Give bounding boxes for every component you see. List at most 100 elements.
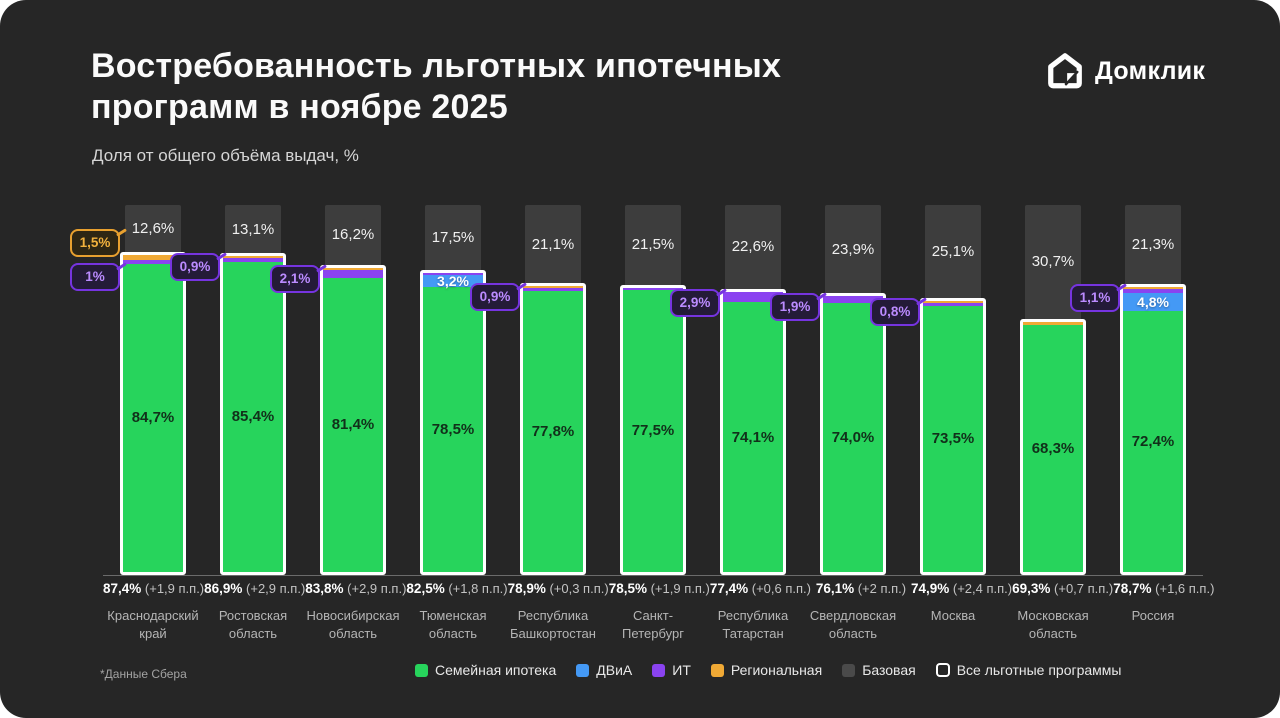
base-column: 21,1% bbox=[525, 205, 581, 284]
total-share-change: (+0,6 п.п.) bbox=[748, 581, 811, 596]
callout-it: 1,9% bbox=[770, 293, 820, 322]
bar-slot: 30,7% 68,3% bbox=[1003, 205, 1103, 575]
legend-swatch-base bbox=[842, 663, 856, 677]
brand-logo: Домклик bbox=[1046, 52, 1205, 90]
base-share-label: 22,6% bbox=[731, 238, 775, 256]
family-share-label: 72,4% bbox=[1131, 432, 1175, 450]
bar-slot: 21,3% 4,8% 72,4% 1,1% bbox=[1070, 205, 1203, 575]
total-share-change: (+1,9 п.п.) bbox=[141, 581, 205, 596]
totals-row: 87,4% (+1,9 п.п.) 86,9% (+2,9 п.п.) 83,8% … bbox=[103, 581, 1214, 596]
legend-swatch-regional bbox=[710, 663, 724, 677]
it-band bbox=[623, 287, 683, 290]
preferential-bar: 85,4% bbox=[220, 253, 286, 575]
family-fill: 74,1% bbox=[723, 302, 783, 572]
regional-band bbox=[523, 286, 583, 289]
family-share-label: 74,0% bbox=[831, 429, 875, 447]
legend-label-base: Базовая bbox=[862, 662, 916, 678]
title-line-1: Востребованность льготных ипотечных bbox=[91, 47, 782, 85]
total-share-change: (+2,4 п.п.) bbox=[949, 581, 1013, 596]
region-name: Республика Татарстан bbox=[717, 608, 789, 641]
total-share-value: 76,1% bbox=[815, 581, 855, 596]
family-fill: 73,5% bbox=[923, 305, 983, 572]
it-band bbox=[823, 296, 883, 304]
bar-slot: 12,6% 84,7% 1,5% 1% bbox=[70, 205, 203, 575]
preferential-bar: 81,4% bbox=[320, 264, 386, 575]
it-band bbox=[523, 288, 583, 292]
legend-label-it: ИТ bbox=[672, 662, 691, 678]
total-share-value: 78,5% bbox=[608, 581, 647, 596]
title-line-2: программ в ноябре 2025 bbox=[91, 87, 508, 126]
family-share-label: 74,1% bbox=[731, 428, 775, 446]
base-share-label: 16,2% bbox=[331, 226, 375, 244]
total-share-value: 86,9% bbox=[204, 581, 243, 596]
total-share-cell: 69,3% (+0,7 п.п.) bbox=[1012, 581, 1113, 596]
base-share-label: 12,6% bbox=[131, 219, 175, 237]
region-name: Свердловская область bbox=[809, 608, 897, 641]
region-name: Московская область bbox=[1017, 608, 1089, 641]
total-share-cell: 74,9% (+2,4 п.п.) bbox=[911, 581, 1012, 596]
base-column: 13,1% bbox=[225, 205, 281, 254]
family-fill: 84,7% bbox=[123, 263, 183, 572]
legend-item-it: ИТ bbox=[652, 662, 691, 678]
page-title: Востребованность льготных ипотечных прог… bbox=[91, 46, 1011, 128]
region-name: Республика Башкортостан bbox=[510, 608, 596, 641]
callout-regional: 1,5% bbox=[70, 228, 120, 257]
bar-slot: 13,1% 85,4% 0,9% bbox=[170, 205, 303, 575]
family-fill: 78,5% bbox=[423, 286, 483, 572]
total-share-value: 78,7% bbox=[1113, 581, 1152, 596]
base-column: 21,3% bbox=[1125, 205, 1181, 284]
bar-slot: 22,6% 74,1% 2,9% bbox=[670, 205, 803, 575]
brand-name: Домклик bbox=[1095, 56, 1206, 85]
it-band bbox=[1123, 288, 1183, 293]
base-share-label: 25,1% bbox=[931, 242, 975, 260]
base-share-label: 23,9% bbox=[831, 240, 875, 258]
family-fill: 77,5% bbox=[623, 289, 683, 572]
region-name: Краснодарский край bbox=[107, 608, 199, 641]
total-share-change: (+1,9 п.п.) bbox=[646, 581, 710, 596]
total-share-cell: 78,9% (+0,3 п.п.) bbox=[508, 581, 609, 596]
callout-it: 1,1% bbox=[1070, 283, 1120, 312]
it-band bbox=[123, 260, 183, 264]
it-band bbox=[423, 272, 483, 275]
base-column: 12,6% bbox=[125, 205, 181, 252]
base-share-label: 13,1% bbox=[231, 220, 275, 238]
preferential-bar: 3,2% 78,5% bbox=[420, 269, 486, 575]
total-share-cell: 78,7% (+1,6 п.п.) bbox=[1113, 581, 1214, 596]
callout-it: 0,8% bbox=[870, 297, 920, 326]
legend-swatch-family bbox=[415, 663, 428, 677]
legend-label-family: Семейная ипотека bbox=[435, 662, 557, 678]
regional-band bbox=[1023, 321, 1083, 325]
regional-band bbox=[123, 254, 183, 261]
preferential-bar: 74,1% bbox=[720, 288, 786, 575]
legend-swatch-it bbox=[652, 663, 666, 677]
legend-label-dvia: ДВиА bbox=[596, 662, 633, 678]
family-share-label: 78,5% bbox=[431, 420, 475, 438]
legend-swatch-dvia bbox=[576, 663, 590, 677]
total-share-cell: 86,9% (+2,9 п.п.) bbox=[204, 581, 305, 596]
total-share-cell: 82,5% (+1,8 п.п.) bbox=[406, 581, 507, 596]
total-share-change: (+0,3 п.п.) bbox=[545, 581, 609, 596]
preferential-bar: 4,8% 72,4% bbox=[1120, 283, 1186, 575]
total-share-cell: 78,5% (+1,9 п.п.) bbox=[609, 581, 710, 596]
family-fill: 85,4% bbox=[223, 261, 283, 572]
total-share-cell: 76,1% (+2 п.п.) bbox=[811, 581, 911, 596]
base-share-label: 30,7% bbox=[1031, 253, 1075, 271]
preferential-bar: 77,8% bbox=[520, 283, 586, 575]
base-column: 23,9% bbox=[825, 205, 881, 294]
family-fill: 68,3% bbox=[1023, 324, 1083, 572]
total-share-value: 87,4% bbox=[103, 581, 142, 596]
family-share-label: 77,8% bbox=[531, 423, 575, 441]
chart-plot: 12,6% 84,7% 1,5% 1% 13,1% 85,4% 0,9% 16,2% 81,4%… bbox=[70, 205, 1203, 576]
legend-label-regional: Региональная bbox=[730, 662, 823, 678]
callout-it: 2,1% bbox=[270, 264, 320, 293]
base-share-label: 21,5% bbox=[631, 236, 675, 254]
regional-band bbox=[223, 256, 283, 259]
regional-band bbox=[923, 300, 983, 303]
preferential-bar: 73,5% bbox=[920, 297, 986, 575]
preferential-bar: 84,7% bbox=[120, 251, 186, 575]
family-fill: 72,4% bbox=[1123, 310, 1183, 572]
family-share-label: 77,5% bbox=[631, 422, 675, 440]
total-share-cell: 83,8% (+2,9 п.п.) bbox=[305, 581, 406, 596]
base-column: 17,5% bbox=[425, 205, 481, 270]
bar-slot: 21,5% 77,5% bbox=[603, 205, 703, 575]
